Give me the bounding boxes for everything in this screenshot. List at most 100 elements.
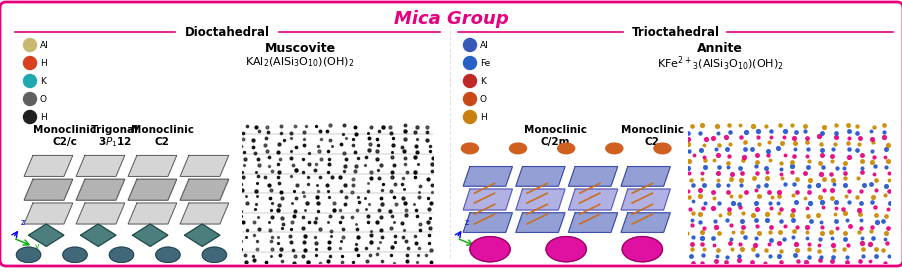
Point	[712, 230, 726, 235]
Point	[234, 214, 248, 218]
Point	[245, 137, 260, 142]
Point	[839, 260, 853, 265]
Point	[347, 150, 362, 154]
Point	[862, 258, 877, 263]
Point	[878, 147, 892, 151]
Point	[853, 241, 868, 245]
Point	[320, 189, 335, 193]
Point	[394, 144, 409, 149]
Point	[423, 260, 437, 264]
Point	[868, 254, 882, 258]
Point	[724, 247, 739, 251]
Point	[362, 253, 376, 257]
Point	[879, 142, 894, 147]
Point	[841, 122, 855, 127]
Point	[681, 194, 695, 199]
Point	[828, 130, 842, 135]
Point	[680, 131, 695, 136]
Point	[748, 235, 762, 240]
Point	[337, 183, 352, 187]
Point	[374, 259, 389, 263]
Point	[375, 125, 390, 130]
Point	[248, 125, 262, 129]
Point	[264, 247, 279, 251]
Point	[287, 214, 301, 218]
Point	[707, 219, 722, 223]
Point	[385, 136, 400, 140]
Point	[761, 158, 776, 163]
Text: Mica Group: Mica Group	[393, 10, 509, 28]
Point	[409, 136, 423, 141]
Point	[711, 178, 725, 183]
Point	[409, 150, 423, 155]
Point	[813, 255, 827, 260]
Point	[425, 162, 439, 166]
Point	[749, 253, 763, 257]
Point	[784, 213, 798, 217]
Point	[772, 172, 787, 176]
Point	[407, 202, 421, 206]
Point	[396, 235, 410, 239]
Point	[879, 241, 893, 246]
Point	[837, 231, 851, 235]
Point	[287, 124, 301, 129]
Point	[308, 253, 323, 258]
Polygon shape	[515, 189, 565, 210]
Point	[734, 229, 749, 234]
Point	[297, 234, 311, 238]
Point	[815, 205, 829, 210]
Point	[313, 260, 327, 265]
Point	[750, 223, 764, 228]
Point	[801, 254, 815, 259]
Point	[424, 169, 438, 173]
Text: K: K	[40, 76, 46, 85]
Text: y: y	[478, 242, 483, 251]
Point	[841, 199, 855, 204]
Circle shape	[63, 247, 87, 263]
Point	[853, 166, 868, 171]
Point	[398, 239, 412, 244]
Point	[336, 151, 351, 155]
Point	[370, 220, 384, 224]
Point	[369, 137, 383, 141]
Point	[849, 147, 863, 152]
Point	[361, 214, 375, 219]
Point	[682, 207, 696, 211]
Point	[310, 188, 325, 193]
Point	[399, 213, 413, 218]
Point	[249, 170, 263, 174]
Point	[855, 247, 870, 251]
Point	[813, 142, 827, 147]
Point	[327, 200, 341, 205]
Point	[771, 241, 786, 245]
Point	[382, 125, 397, 129]
Point	[286, 189, 300, 193]
Point	[796, 195, 811, 200]
Point	[810, 249, 824, 254]
Point	[829, 225, 843, 230]
Point	[333, 174, 347, 179]
Point	[374, 188, 389, 192]
Point	[815, 153, 829, 158]
Point	[680, 137, 695, 141]
Point	[773, 259, 787, 264]
Text: Monoclinic: Monoclinic	[33, 125, 97, 135]
Polygon shape	[179, 155, 228, 176]
Point	[708, 259, 723, 264]
Point	[684, 123, 698, 128]
Point	[411, 246, 426, 251]
Point	[693, 131, 707, 135]
Point	[686, 199, 700, 204]
Text: K: K	[480, 76, 485, 85]
Point	[784, 160, 798, 164]
Circle shape	[23, 92, 36, 106]
Point	[733, 171, 748, 176]
Point	[335, 215, 349, 220]
Polygon shape	[515, 213, 565, 232]
Point	[383, 253, 398, 257]
Point	[694, 236, 708, 241]
Polygon shape	[24, 179, 73, 200]
Point	[737, 147, 751, 151]
Point	[747, 243, 761, 248]
Point	[327, 208, 341, 212]
